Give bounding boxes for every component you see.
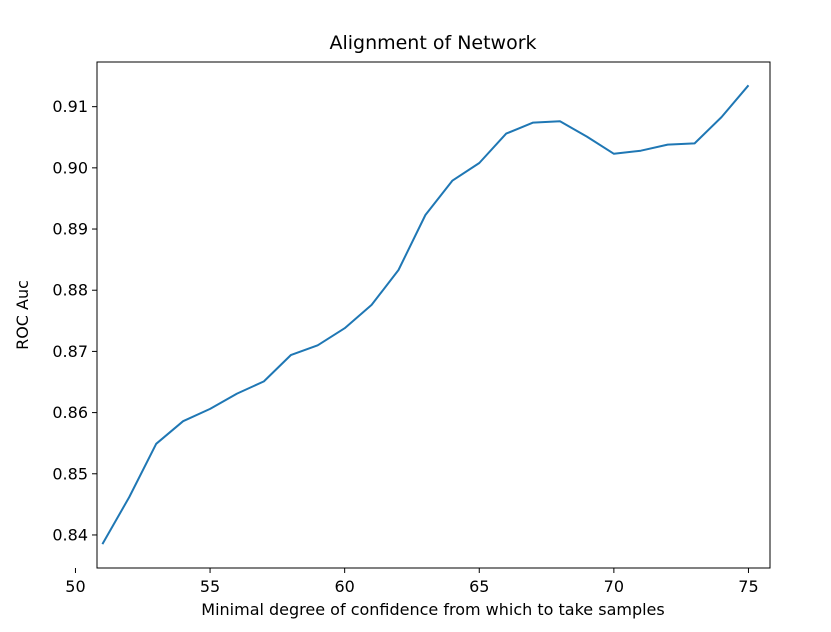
chart-title: Alignment of Network	[329, 32, 536, 54]
y-tick-label: 0.85	[52, 464, 88, 483]
y-tick-label: 0.89	[52, 220, 88, 239]
series-layer	[101, 84, 750, 545]
y-tick-label: 0.90	[52, 158, 88, 177]
y-tick-label: 0.88	[52, 281, 88, 300]
y-tick-label: 0.84	[52, 525, 88, 544]
x-axis-label: Minimal degree of confidence from which …	[201, 600, 664, 619]
x-tick-label: 75	[738, 577, 758, 596]
y-axis-ticks: 0.84 0.85 0.86 0.87 0.88 0.89 0.90 0.91	[52, 97, 97, 544]
series-line	[101, 84, 750, 545]
y-tick-label: 0.86	[52, 403, 88, 422]
plot-frame	[96, 61, 771, 569]
x-tick-label: 55	[200, 577, 220, 596]
y-tick-label: 0.87	[52, 342, 88, 361]
x-tick-label: 65	[469, 577, 489, 596]
x-axis-ticks: 50 55 60 65 70 75	[65, 568, 759, 596]
x-tick-label: 60	[334, 577, 354, 596]
y-tick-label: 0.91	[52, 97, 88, 116]
x-tick-label: 70	[604, 577, 624, 596]
x-tick-label: 50	[65, 577, 85, 596]
y-axis-label: ROC Auc	[13, 280, 32, 350]
